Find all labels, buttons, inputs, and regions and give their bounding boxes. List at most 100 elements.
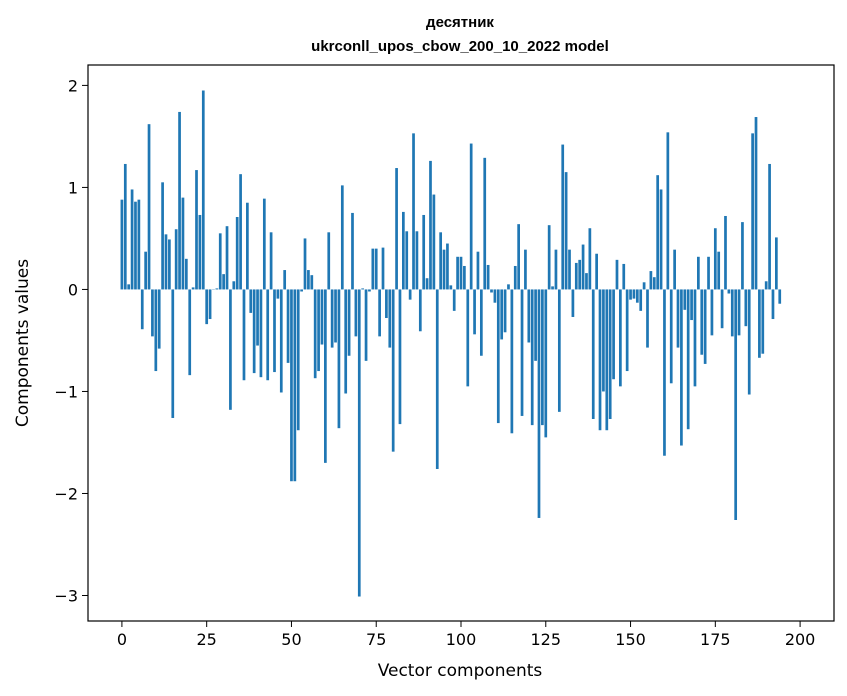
x-tick-label: 100 <box>446 630 477 649</box>
bar-component-149 <box>625 289 629 372</box>
bar-component-6 <box>140 289 144 330</box>
bar-component-164 <box>676 289 680 348</box>
x-tick-label: 150 <box>615 630 646 649</box>
bar-component-148 <box>622 263 626 290</box>
bar-component-111 <box>496 289 500 424</box>
bar-component-177 <box>720 289 724 329</box>
bar-component-158 <box>656 175 660 290</box>
plot-area-frame <box>87 64 835 622</box>
bar-component-132 <box>568 249 571 290</box>
bar-component-150 <box>629 289 632 300</box>
bar-component-31 <box>225 226 229 290</box>
x-tick-label: 0 <box>117 630 127 649</box>
bar-component-21 <box>191 287 195 290</box>
bar-component-29 <box>218 233 222 290</box>
bar-component-129 <box>557 289 561 412</box>
bar-component-156 <box>649 271 653 290</box>
bar-component-61 <box>327 232 331 290</box>
bar-component-16 <box>174 229 178 290</box>
bar-component-169 <box>693 289 697 387</box>
bar-component-56 <box>310 275 314 290</box>
bar-component-160 <box>663 289 666 456</box>
bar-component-87 <box>415 231 419 290</box>
bar-component-58 <box>317 289 320 372</box>
bar-component-151 <box>632 289 636 299</box>
x-tick-label: 25 <box>197 630 217 649</box>
bar-component-47 <box>279 289 283 393</box>
bar-component-194 <box>778 289 782 304</box>
y-axis-ticks: −3 −2 −1 0 1 2 <box>54 76 88 605</box>
bar-component-95 <box>442 249 446 290</box>
bar-component-125 <box>544 289 548 438</box>
bar-component-181 <box>734 289 738 520</box>
bar-component-74 <box>371 248 375 290</box>
bar-component-115 <box>510 289 514 434</box>
bar-component-93 <box>435 289 439 469</box>
bar-component-180 <box>730 289 734 337</box>
bar-component-141 <box>598 289 602 431</box>
bar-component-183 <box>741 222 744 290</box>
bar-component-191 <box>768 163 771 290</box>
bar-component-101 <box>463 265 466 290</box>
bar-component-120 <box>527 289 531 343</box>
bar-component-45 <box>273 289 276 373</box>
bar-component-88 <box>418 289 422 332</box>
bar-component-84 <box>405 231 409 290</box>
y-tick-label: −3 <box>54 586 78 605</box>
bar-component-185 <box>747 289 751 395</box>
bar-component-173 <box>707 256 710 290</box>
bar-component-124 <box>541 289 544 426</box>
bar-component-134 <box>574 262 578 290</box>
bar-component-157 <box>652 277 656 290</box>
bar-component-10 <box>154 289 158 372</box>
y-tick-label: 2 <box>68 76 78 95</box>
bar-component-135 <box>578 259 582 290</box>
bar-component-68 <box>351 212 354 290</box>
bar-component-192 <box>771 289 775 320</box>
bar-component-106 <box>479 289 483 356</box>
y-tick-label: −2 <box>54 484 78 503</box>
bar-component-83 <box>402 211 405 290</box>
bar-component-50 <box>290 289 293 482</box>
bar-component-4 <box>134 201 137 290</box>
bar-component-8 <box>147 124 151 290</box>
bar-component-14 <box>168 239 171 290</box>
bar-component-20 <box>188 289 192 376</box>
bar-component-140 <box>595 253 598 290</box>
bar-component-81 <box>395 168 398 290</box>
bar-component-128 <box>554 249 558 290</box>
bar-component-171 <box>700 289 704 355</box>
bar-component-130 <box>561 144 565 290</box>
bar-component-36 <box>242 289 246 381</box>
bar-component-162 <box>669 289 673 384</box>
bar-component-71 <box>361 288 365 290</box>
bar-component-62 <box>330 289 334 348</box>
bar-component-73 <box>368 289 371 292</box>
bar-component-22 <box>195 170 198 290</box>
bar-component-90 <box>425 278 429 290</box>
bar-component-108 <box>486 264 490 290</box>
bar-component-41 <box>259 289 263 378</box>
bar-component-170 <box>697 256 700 290</box>
bar-component-2 <box>127 284 131 290</box>
bar-component-147 <box>619 289 622 387</box>
bar-component-3 <box>130 189 134 290</box>
bar-component-100 <box>459 256 463 290</box>
bar-component-11 <box>157 289 161 349</box>
bars <box>120 90 782 597</box>
bar-component-98 <box>452 289 456 311</box>
bar-component-190 <box>764 281 768 290</box>
bar-component-168 <box>690 289 693 321</box>
bar-component-153 <box>639 289 643 311</box>
bar-component-184 <box>744 289 748 327</box>
x-axis-ticks: 0 25 50 75 100 125 150 175 200 <box>117 621 815 649</box>
bar-component-102 <box>466 289 470 387</box>
bar-component-7 <box>144 251 147 290</box>
bar-component-146 <box>615 259 619 290</box>
bar-component-92 <box>432 194 436 290</box>
bar-component-19 <box>184 258 188 290</box>
bar-component-65 <box>340 185 344 290</box>
bar-component-60 <box>324 289 327 463</box>
bar-component-13 <box>164 234 168 290</box>
bar-component-49 <box>286 289 290 363</box>
